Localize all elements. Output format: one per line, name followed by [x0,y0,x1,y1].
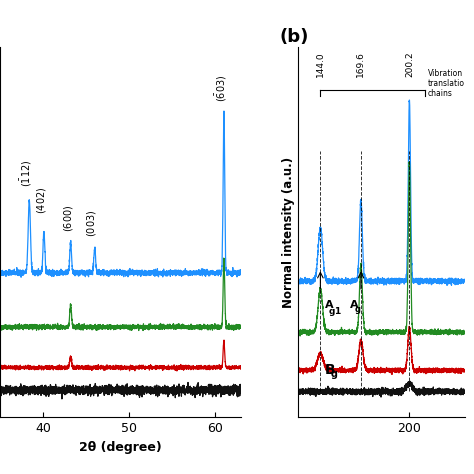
Y-axis label: Normal intensity (a.u.): Normal intensity (a.u.) [283,157,295,308]
Text: $(\bar{1}12)$: $(\bar{1}12)$ [19,160,34,187]
Text: Vibration
translatio
chains: Vibration translatio chains [428,69,465,99]
Text: (b): (b) [279,28,309,46]
Text: 144.0: 144.0 [316,52,325,77]
Text: 200.2: 200.2 [405,52,414,77]
X-axis label: 2θ (degree): 2θ (degree) [79,440,162,454]
Text: $(\bar{6}03)$: $(\bar{6}03)$ [214,74,229,101]
Text: $(600)$: $(600)$ [62,205,75,232]
Text: $\mathbf{A}$: $\mathbf{A}$ [324,298,334,310]
Text: $(402)$: $(402)$ [35,187,48,214]
Text: 169.6: 169.6 [356,51,365,77]
Text: $\mathbf{g1}$: $\mathbf{g1}$ [328,304,342,318]
Text: $\mathbf{g}$: $\mathbf{g}$ [354,304,361,316]
Text: $\mathbf{A}$: $\mathbf{A}$ [349,298,359,310]
Text: $\mathbf{g}$: $\mathbf{g}$ [330,369,338,381]
Text: $(003)$: $(003)$ [85,210,98,237]
Text: $\mathbf{B}$: $\mathbf{B}$ [324,364,335,377]
